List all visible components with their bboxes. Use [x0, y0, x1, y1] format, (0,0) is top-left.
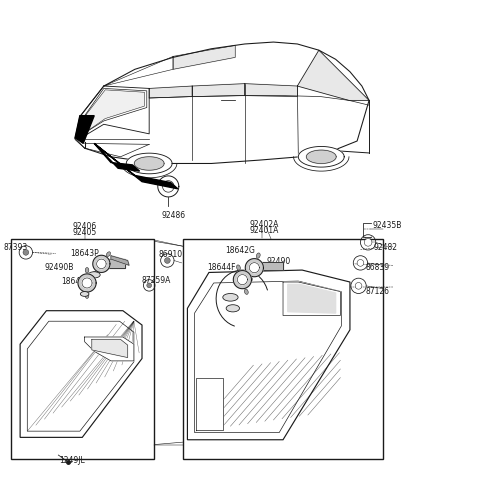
- Polygon shape: [134, 157, 164, 170]
- Polygon shape: [75, 116, 94, 143]
- Text: 86910: 86910: [159, 250, 183, 259]
- Polygon shape: [94, 143, 178, 189]
- Circle shape: [355, 282, 362, 289]
- Text: 1249JL: 1249JL: [59, 456, 84, 465]
- Polygon shape: [126, 153, 172, 174]
- Polygon shape: [238, 275, 247, 284]
- Ellipse shape: [226, 305, 240, 312]
- Polygon shape: [94, 143, 140, 171]
- Text: 92490: 92490: [266, 258, 290, 266]
- Bar: [182, 239, 384, 459]
- Circle shape: [165, 258, 170, 263]
- Circle shape: [23, 250, 29, 255]
- Polygon shape: [96, 259, 106, 269]
- Polygon shape: [288, 284, 336, 313]
- Ellipse shape: [223, 293, 238, 301]
- Polygon shape: [149, 86, 192, 98]
- Circle shape: [364, 239, 372, 246]
- Text: 92486: 92486: [161, 211, 185, 220]
- Polygon shape: [196, 378, 223, 430]
- Circle shape: [147, 283, 152, 288]
- Text: 18643P: 18643P: [70, 250, 99, 258]
- Polygon shape: [86, 90, 144, 132]
- Ellipse shape: [88, 272, 100, 278]
- Text: 92406: 92406: [72, 222, 97, 231]
- Polygon shape: [84, 337, 134, 361]
- Ellipse shape: [85, 293, 89, 298]
- Polygon shape: [93, 255, 110, 272]
- Ellipse shape: [256, 253, 260, 258]
- Polygon shape: [111, 256, 129, 265]
- Text: 92490B: 92490B: [44, 263, 73, 272]
- Text: 92435B: 92435B: [373, 221, 402, 230]
- Polygon shape: [78, 274, 96, 292]
- Polygon shape: [92, 339, 128, 358]
- Polygon shape: [298, 50, 369, 100]
- Ellipse shape: [92, 272, 96, 276]
- Polygon shape: [245, 84, 298, 97]
- Text: 92401A: 92401A: [250, 226, 279, 235]
- Text: 87393: 87393: [3, 243, 28, 252]
- Polygon shape: [233, 271, 252, 289]
- Polygon shape: [245, 259, 264, 277]
- Bar: [11, 239, 154, 459]
- Polygon shape: [82, 278, 92, 288]
- Text: 92402A: 92402A: [250, 220, 279, 229]
- Ellipse shape: [249, 277, 252, 282]
- Polygon shape: [94, 259, 125, 268]
- Circle shape: [357, 260, 364, 266]
- Text: 18644F: 18644F: [207, 263, 236, 272]
- Text: 18642G: 18642G: [61, 277, 91, 285]
- Polygon shape: [299, 146, 344, 167]
- Ellipse shape: [80, 292, 89, 296]
- Ellipse shape: [85, 268, 89, 273]
- Ellipse shape: [237, 265, 240, 270]
- Ellipse shape: [107, 252, 110, 256]
- Text: 92405: 92405: [72, 228, 97, 237]
- Polygon shape: [252, 262, 283, 270]
- Ellipse shape: [244, 289, 248, 294]
- Text: 87126: 87126: [365, 287, 389, 296]
- Polygon shape: [250, 263, 259, 272]
- Polygon shape: [192, 84, 245, 97]
- Polygon shape: [173, 45, 235, 69]
- Text: 87259A: 87259A: [141, 276, 170, 284]
- Polygon shape: [306, 150, 336, 163]
- Text: 92482: 92482: [374, 243, 398, 252]
- Polygon shape: [283, 282, 340, 315]
- Text: 86839: 86839: [365, 263, 389, 272]
- Text: 18642G: 18642G: [225, 246, 254, 255]
